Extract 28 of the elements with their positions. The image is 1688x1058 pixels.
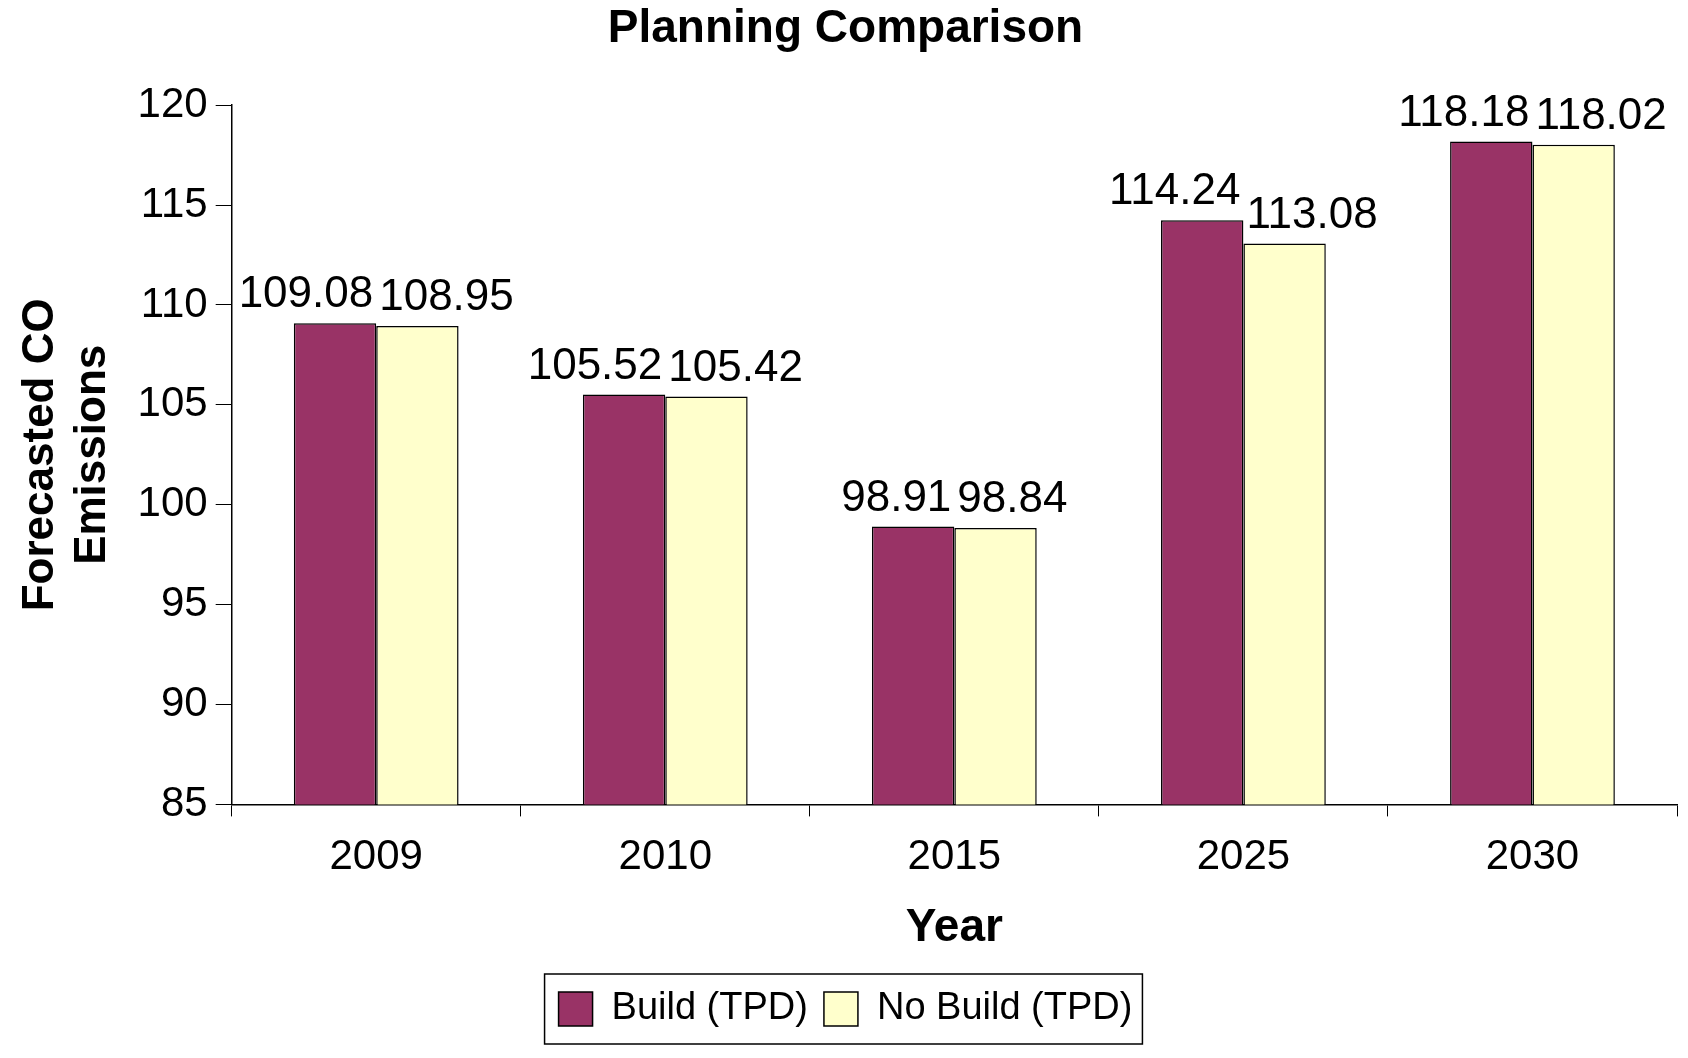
y-axis-title: Forecasted CO Emissions	[12, 298, 115, 612]
y-tick-label: 115	[140, 178, 208, 226]
legend-label: No Build (TPD)	[876, 985, 1133, 1028]
data-label: 98.84	[957, 472, 1068, 522]
x-tick-label: 2010	[618, 831, 712, 879]
y-tick-label: 110	[140, 278, 208, 326]
x-tick-label: 2015	[907, 831, 1002, 879]
x-tick-label: 2030	[1485, 831, 1580, 879]
y-tick-label: 105	[137, 378, 208, 426]
x-tick-label: 2009	[329, 831, 423, 879]
y-tick-label: 90	[160, 678, 208, 726]
data-label: 109.08	[238, 267, 374, 317]
data-label: 113.08	[1246, 187, 1378, 237]
data-label: 98.91	[841, 470, 952, 520]
chart-title: Planning Comparison	[607, 0, 1084, 53]
data-label: 105.52	[527, 338, 663, 388]
data-label: 118.18	[1398, 85, 1530, 135]
data-label: 114.24	[1109, 164, 1241, 214]
y-tick-label: 85	[160, 777, 208, 825]
x-axis-title: Year	[905, 899, 1004, 952]
data-label: 105.42	[668, 340, 803, 390]
x-tick-label: 2025	[1196, 831, 1291, 879]
data-label: 118.02	[1535, 88, 1667, 138]
legend-label: Build (TPD)	[611, 985, 808, 1028]
y-tick-label: 120	[137, 78, 208, 126]
y-tick-label: 95	[160, 578, 208, 626]
data-label: 108.95	[379, 270, 514, 320]
y-tick-label: 100	[137, 478, 208, 526]
